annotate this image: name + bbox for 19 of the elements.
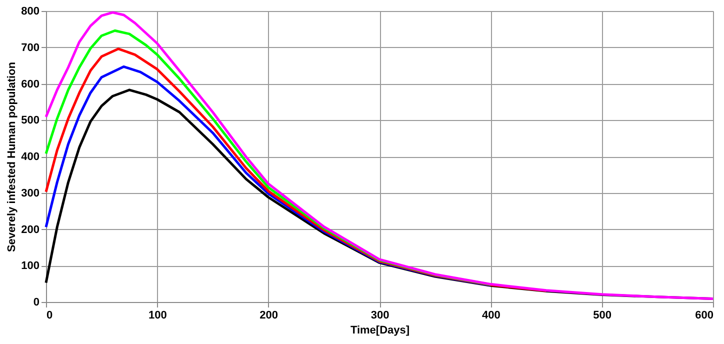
line-series: [44, 11, 714, 300]
y-tick-label: 700: [21, 42, 40, 54]
x-tick-label: 0: [46, 310, 53, 322]
y-tick-label: 0: [33, 296, 40, 308]
y-tick-label: 800: [21, 6, 40, 18]
x-tick-label: 200: [260, 310, 278, 322]
y-tick-label: 500: [21, 114, 40, 127]
x-tick-label: 600: [695, 310, 714, 322]
y-tick-label: 600: [21, 78, 40, 90]
x-tick-label: 100: [148, 310, 167, 322]
x-tick-label: 500: [593, 310, 612, 322]
y-tick-label: 100: [21, 260, 40, 272]
y-axis-title: Severely infested Human population: [6, 62, 18, 252]
y-tick-label: 300: [21, 187, 40, 200]
y-tick-label: 200: [21, 224, 40, 236]
x-tick-label: 300: [370, 310, 390, 322]
x-axis-title: Time[Days]: [350, 324, 410, 336]
x-tick-label: 400: [482, 310, 500, 322]
y-tick-label: 400: [21, 151, 40, 163]
